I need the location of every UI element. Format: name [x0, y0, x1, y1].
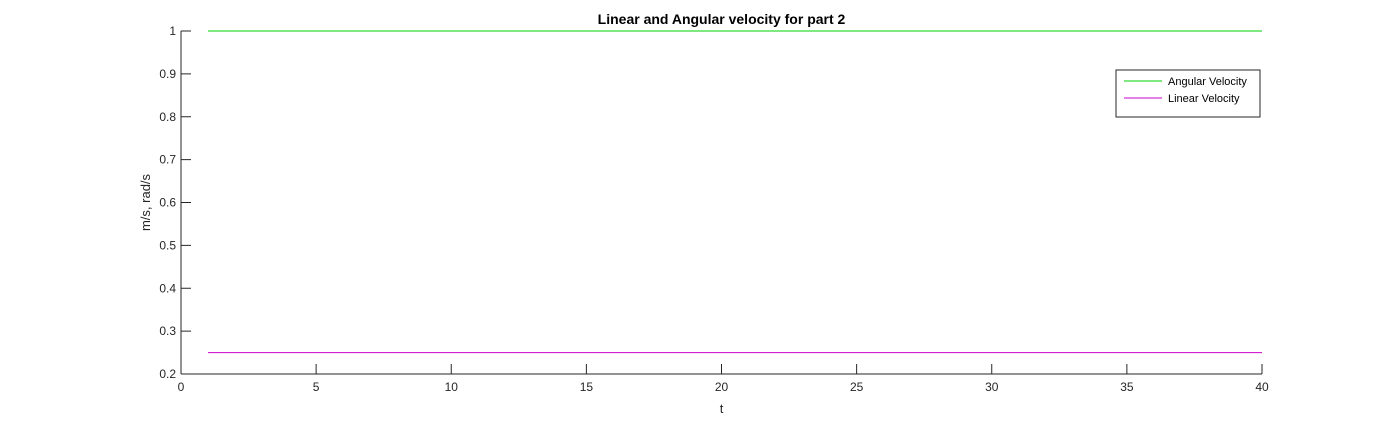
y-tick-label: 0.9	[159, 67, 176, 81]
legend-label: Angular Velocity	[1168, 76, 1247, 88]
y-tick-label: 0.5	[159, 238, 176, 252]
x-tick-label: 0	[178, 380, 185, 394]
legend: Angular Velocity Linear Velocity	[1115, 69, 1261, 118]
x-tick-label: 30	[985, 380, 999, 394]
x-tick-label: 10	[445, 380, 459, 394]
plot-area: 0 5 10 15 20 25 30 35 40 0.2 0.3 0.4 0.5 0.6 0.7 0.8 0.9…	[159, 24, 1269, 394]
x-tick-label: 35	[1120, 380, 1134, 394]
y-tick-label: 1	[169, 24, 176, 38]
y-axis-label: m/s, rad/s	[138, 173, 153, 231]
x-tick-label: 15	[580, 380, 594, 394]
y-tick-label: 0.4	[159, 281, 176, 295]
legend-box	[1115, 69, 1261, 118]
y-tick-label: 0.3	[159, 324, 176, 338]
y-tick-label: 0.7	[159, 153, 176, 167]
x-tick-label: 20	[715, 380, 729, 394]
x-tick-label: 25	[850, 380, 864, 394]
x-tick-label: 5	[313, 380, 320, 394]
legend-label: Linear Velocity	[1168, 93, 1240, 105]
x-tick-label: 40	[1255, 380, 1269, 394]
chart-title: Linear and Angular velocity for part 2	[598, 11, 846, 27]
y-tick-label: 0.8	[159, 110, 176, 124]
x-axis-label: t	[720, 401, 724, 416]
y-tick-label: 0.6	[159, 196, 176, 210]
y-tick-label: 0.2	[159, 367, 176, 381]
